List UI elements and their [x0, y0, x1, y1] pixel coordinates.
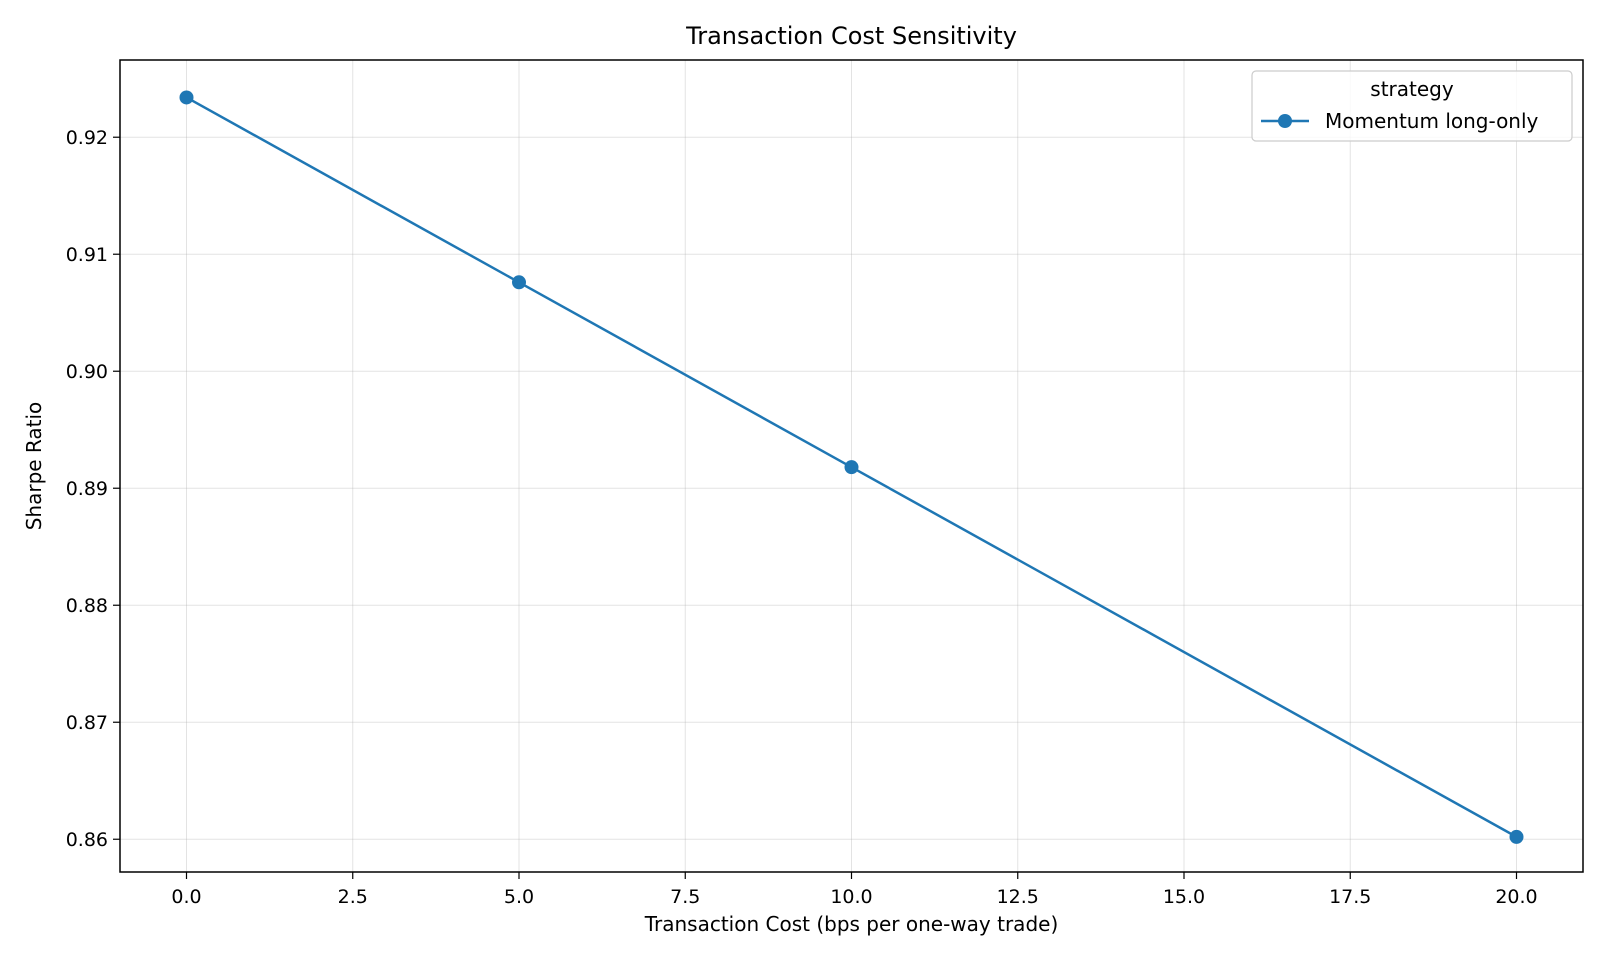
x-tick-label: 17.5	[1329, 886, 1371, 908]
data-point	[179, 90, 194, 105]
data-point	[512, 275, 526, 290]
series-line	[185, 96, 1518, 838]
x-tick-label: 10.0	[830, 886, 872, 908]
x-tick-label: 20.0	[1495, 886, 1537, 908]
legend-title: strategy	[1370, 77, 1454, 101]
y-tick-label: 0.88	[66, 595, 108, 617]
legend: strategy Momentum long-only	[1251, 70, 1573, 142]
y-axis-label: Sharpe Ratio	[22, 402, 46, 531]
x-tick-label: 5.0	[504, 886, 534, 908]
x-tick-label: 7.5	[670, 886, 700, 908]
x-axis-ticks: 0.0 2.5 5.0 7.5 10.0 12.5 15.0 17.5 20.0	[171, 872, 1538, 908]
y-axis-ticks: 0.86 0.87 0.88 0.89 0.90 0.91 0.92	[66, 127, 120, 851]
data-point	[1509, 829, 1524, 844]
legend-entry-label: Momentum long-only	[1325, 109, 1539, 133]
x-tick-label: 2.5	[338, 886, 368, 908]
y-tick-label: 0.89	[66, 478, 108, 500]
y-tick-label: 0.90	[66, 361, 108, 383]
x-tick-label: 12.5	[997, 886, 1039, 908]
x-tick-label: 0.0	[171, 886, 201, 908]
y-tick-label: 0.91	[66, 244, 108, 266]
series-layer	[179, 90, 1524, 844]
y-tick-label: 0.92	[66, 127, 108, 149]
legend-swatch-marker	[1278, 114, 1292, 128]
y-tick-label: 0.87	[66, 712, 108, 734]
legend-box	[1251, 70, 1573, 142]
grid-lines	[120, 60, 1583, 872]
x-axis-label: Transaction Cost (bps per one-way trade)	[644, 912, 1059, 936]
data-point	[844, 460, 859, 475]
x-tick-label: 15.0	[1163, 886, 1205, 908]
chart-title: Transaction Cost Sensitivity	[685, 22, 1017, 50]
y-tick-label: 0.86	[66, 829, 108, 851]
